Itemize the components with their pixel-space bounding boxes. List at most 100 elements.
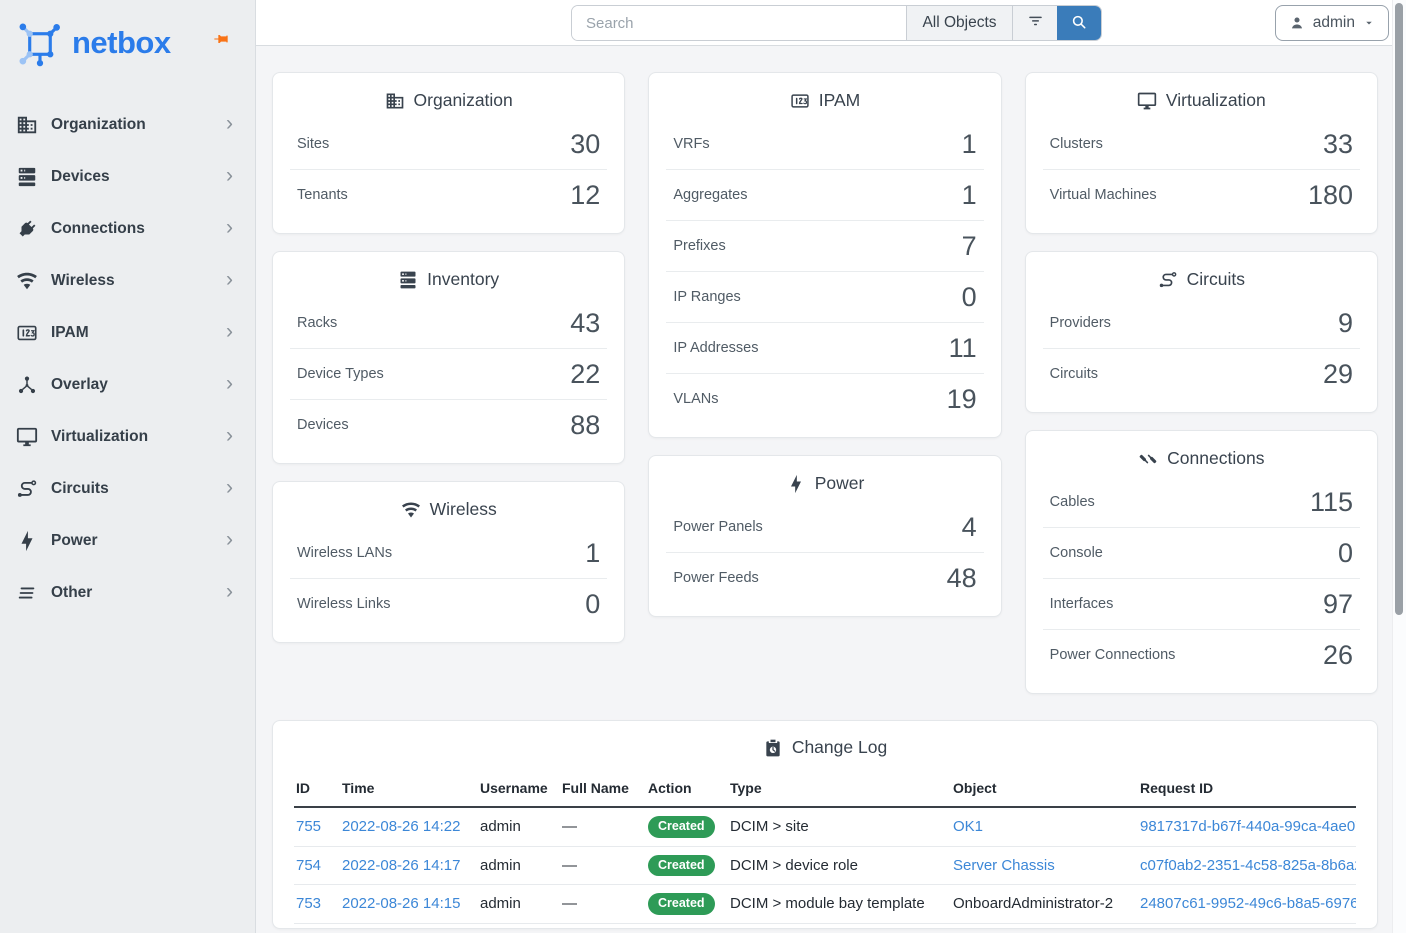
chevron-right-icon: › xyxy=(226,112,233,135)
card-title: Wireless xyxy=(273,482,624,528)
changelog-request-id-link[interactable]: 24807c61-9952-49c6-b8a5-69760bfcc4b3 xyxy=(1140,895,1356,913)
card-title: Power xyxy=(649,456,1000,502)
sidebar-item-devices[interactable]: Devices › xyxy=(0,151,255,203)
transit-icon xyxy=(1158,270,1178,290)
chevron-right-icon: › xyxy=(226,320,233,343)
chevron-right-icon: › xyxy=(226,216,233,239)
sidebar-item-label: Wireless xyxy=(51,272,115,289)
stat-value: 11 xyxy=(948,332,977,363)
sidebar-item-label: Virtualization xyxy=(51,428,149,445)
scrollbar-thumb[interactable] xyxy=(1395,3,1403,615)
card-title: Connections xyxy=(1026,431,1377,477)
changelog-username: admin xyxy=(480,818,521,836)
sidebar-item-overlay[interactable]: Overlay › xyxy=(0,359,255,411)
changelog-id-link[interactable]: 755 xyxy=(296,818,322,836)
scrollbar-track[interactable] xyxy=(1392,0,1406,933)
changelog-time-link[interactable]: 2022-08-26 14:17 xyxy=(342,856,461,874)
stat-row-circuits: Circuits 29 xyxy=(1042,348,1360,399)
sidebar-item-label: Devices xyxy=(51,168,110,185)
stat-label: Tenants xyxy=(297,187,348,203)
stat-label: Power Panels xyxy=(673,519,763,535)
stat-value: 33 xyxy=(1322,128,1353,159)
sidebar-item-circuits[interactable]: Circuits › xyxy=(0,463,255,515)
stats-column: IPAM VRFs 1 Aggregates 1 Prefixes 7 IP Ranges 0 I… xyxy=(648,72,1002,694)
changelog-username: admin xyxy=(480,856,521,874)
stat-label: Interfaces xyxy=(1049,596,1114,612)
action-badge-created: Created xyxy=(648,816,715,838)
column-header-type: Type xyxy=(728,772,951,808)
filter-button[interactable] xyxy=(1012,6,1057,40)
column-header-id: ID xyxy=(294,772,340,808)
changelog-header-row: ID Time Username Full Name Action Type Object R… xyxy=(294,772,1356,808)
changelog-id-link[interactable]: 754 xyxy=(296,856,322,874)
stat-value: 22 xyxy=(570,358,601,389)
sidebar-item-virtualization[interactable]: Virtualization › xyxy=(0,411,255,463)
changelog-object-link[interactable]: Server Chassis xyxy=(953,856,1055,874)
changelog-object-text: OnboardAdministrator-2 xyxy=(953,895,1114,913)
stat-value: 9 xyxy=(1337,307,1353,338)
card-title: Circuits xyxy=(1026,252,1377,298)
search-input[interactable] xyxy=(572,6,906,40)
card-inventory: Inventory Racks 43 Device Types 22 Devices 88 xyxy=(272,251,626,464)
card-title: Organization xyxy=(273,73,624,119)
column-header-username: Username xyxy=(478,772,560,808)
stat-label: Power Connections xyxy=(1049,647,1176,663)
card-connections: Connections Cables 115 Console 0 Interfaces 97… xyxy=(1024,430,1378,694)
changelog-title: Change Log xyxy=(273,721,1377,770)
changelog-time-link[interactable]: 2022-08-26 14:15 xyxy=(342,895,461,913)
changelog-type: DCIM > device role xyxy=(730,856,858,874)
changelog-table: ID Time Username Full Name Action Type Object R… xyxy=(294,772,1356,924)
building-icon xyxy=(385,91,405,111)
sidebar-item-connections[interactable]: Connections › xyxy=(0,203,255,255)
topbar: All Objects xyxy=(256,0,1406,46)
stat-row-ip-ranges: IP Ranges 0 xyxy=(666,271,984,322)
stat-value: 0 xyxy=(585,588,601,619)
stat-row-clusters: Clusters 33 xyxy=(1043,119,1360,169)
stat-value: 97 xyxy=(1322,588,1353,619)
sidebar-item-label: Connections xyxy=(51,220,145,237)
filter-icon xyxy=(1026,11,1045,35)
sidebar-item-ipam[interactable]: IPAM › xyxy=(0,307,255,359)
sidebar-nav: Organization › Devices › Connections › Wireles… xyxy=(0,99,255,619)
netbox-logo-icon xyxy=(19,23,60,66)
search-button[interactable] xyxy=(1057,6,1101,40)
stat-label: Cables xyxy=(1049,494,1095,510)
chevron-right-icon: › xyxy=(226,528,233,551)
stat-value: 180 xyxy=(1307,179,1353,210)
wifi-icon xyxy=(16,270,38,292)
object-type-dropdown[interactable]: All Objects xyxy=(906,6,1012,40)
card-virtualization: Virtualization Clusters 33 Virtual Machines… xyxy=(1024,72,1378,234)
sidebar-item-other[interactable]: Other › xyxy=(0,567,255,619)
changelog-row: 755 2022-08-26 14:22 admin — Created DCIM > s… xyxy=(294,807,1356,847)
sidebar-item-organization[interactable]: Organization › xyxy=(0,99,255,151)
changelog-request-id-link[interactable]: c07f0ab2-2351-4c58-825a-8b6a2425a1ab xyxy=(1140,856,1356,874)
stat-value: 88 xyxy=(570,409,601,440)
stat-row-wireless-links: Wireless Links 0 xyxy=(290,578,608,629)
stat-value: 115 xyxy=(1309,486,1353,517)
changelog-id-link[interactable]: 753 xyxy=(296,895,322,913)
changelog-request-id-link[interactable]: 9817317d-b67f-440a-99ca-4ae07ede94df xyxy=(1140,818,1356,836)
stat-label: Console xyxy=(1049,545,1103,561)
netbox-logo[interactable]: netbox xyxy=(16,21,171,68)
stat-value: 1 xyxy=(585,537,601,568)
sidebar-item-wireless[interactable]: Wireless › xyxy=(0,255,255,307)
pin-sidebar-icon[interactable] xyxy=(213,31,229,47)
stat-value: 29 xyxy=(1322,358,1353,389)
stat-row-power-panels: Power Panels 4 xyxy=(666,502,983,552)
action-badge-created: Created xyxy=(648,854,715,876)
user-menu-button[interactable]: admin xyxy=(1274,5,1389,41)
changelog-object-link[interactable]: OK1 xyxy=(953,818,984,836)
chevron-right-icon: › xyxy=(226,268,233,291)
changelog-time-link[interactable]: 2022-08-26 14:22 xyxy=(342,818,461,836)
stat-row-aggregates: Aggregates 1 xyxy=(666,169,984,220)
stat-row-vlans: VLANs 19 xyxy=(666,373,984,424)
sidebar-item-power[interactable]: Power › xyxy=(0,515,255,567)
bolt-icon xyxy=(786,474,806,494)
stat-row-virtual-machines: Virtual Machines 180 xyxy=(1042,169,1360,220)
counter-icon xyxy=(790,91,810,111)
monitor-icon xyxy=(1137,91,1157,111)
clipboard-clock-icon xyxy=(763,738,783,758)
bolt-icon xyxy=(16,530,38,552)
stat-label: IP Addresses xyxy=(673,340,759,356)
